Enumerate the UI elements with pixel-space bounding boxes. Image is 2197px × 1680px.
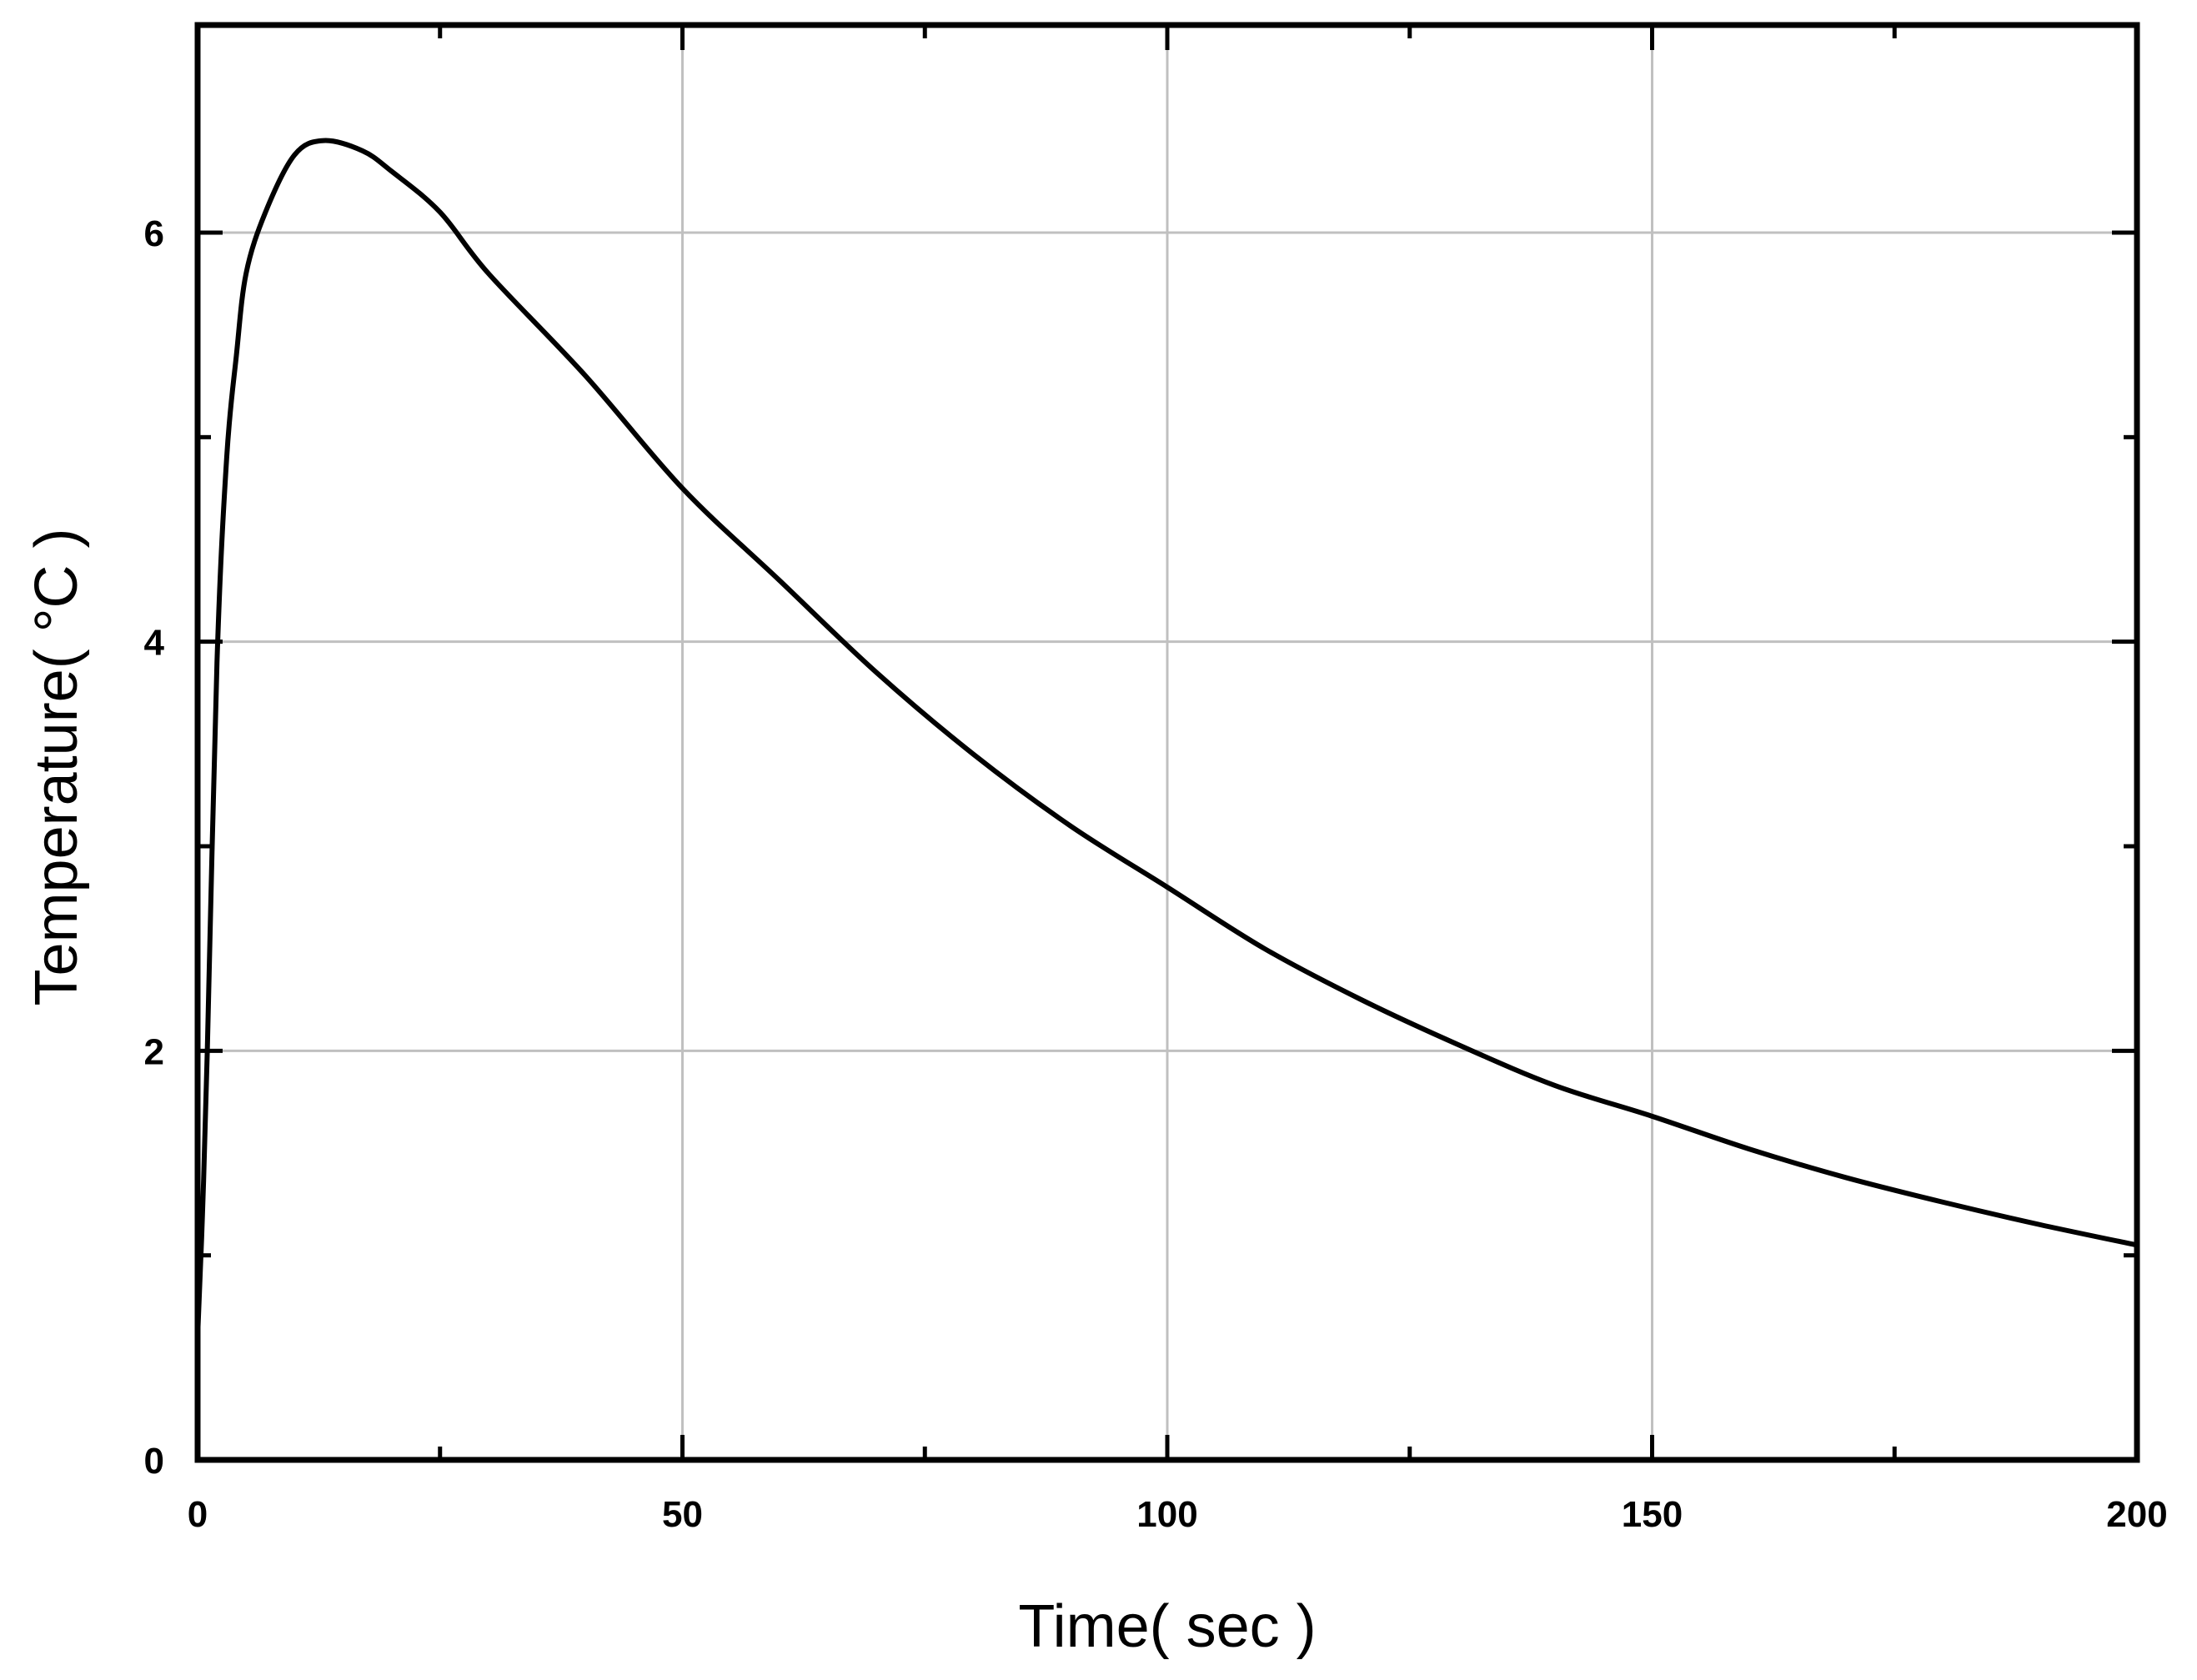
x-tick-labels: 0 50 100 150 200	[188, 1494, 2168, 1535]
x-tick-label: 0	[188, 1494, 208, 1535]
y-tick-label: 4	[144, 623, 165, 664]
x-tick-label: 150	[1622, 1494, 1683, 1535]
y-tick-labels: 0 2 4 6	[144, 213, 165, 1482]
y-tick-label: 6	[144, 213, 164, 254]
x-tick-label: 100	[1136, 1494, 1197, 1535]
x-tick-label: 50	[662, 1494, 703, 1535]
x-tick-label: 200	[2106, 1494, 2167, 1535]
grid-lines	[198, 25, 2137, 1460]
y-tick-label: 2	[144, 1031, 164, 1072]
y-axis-title: Temperature( °C )	[23, 529, 90, 1006]
y-tick-label: 0	[144, 1441, 164, 1482]
x-axis-title: Time( sec )	[1018, 1593, 1316, 1660]
temperature-curve	[195, 138, 2138, 1337]
plot-frame	[194, 22, 2140, 1463]
